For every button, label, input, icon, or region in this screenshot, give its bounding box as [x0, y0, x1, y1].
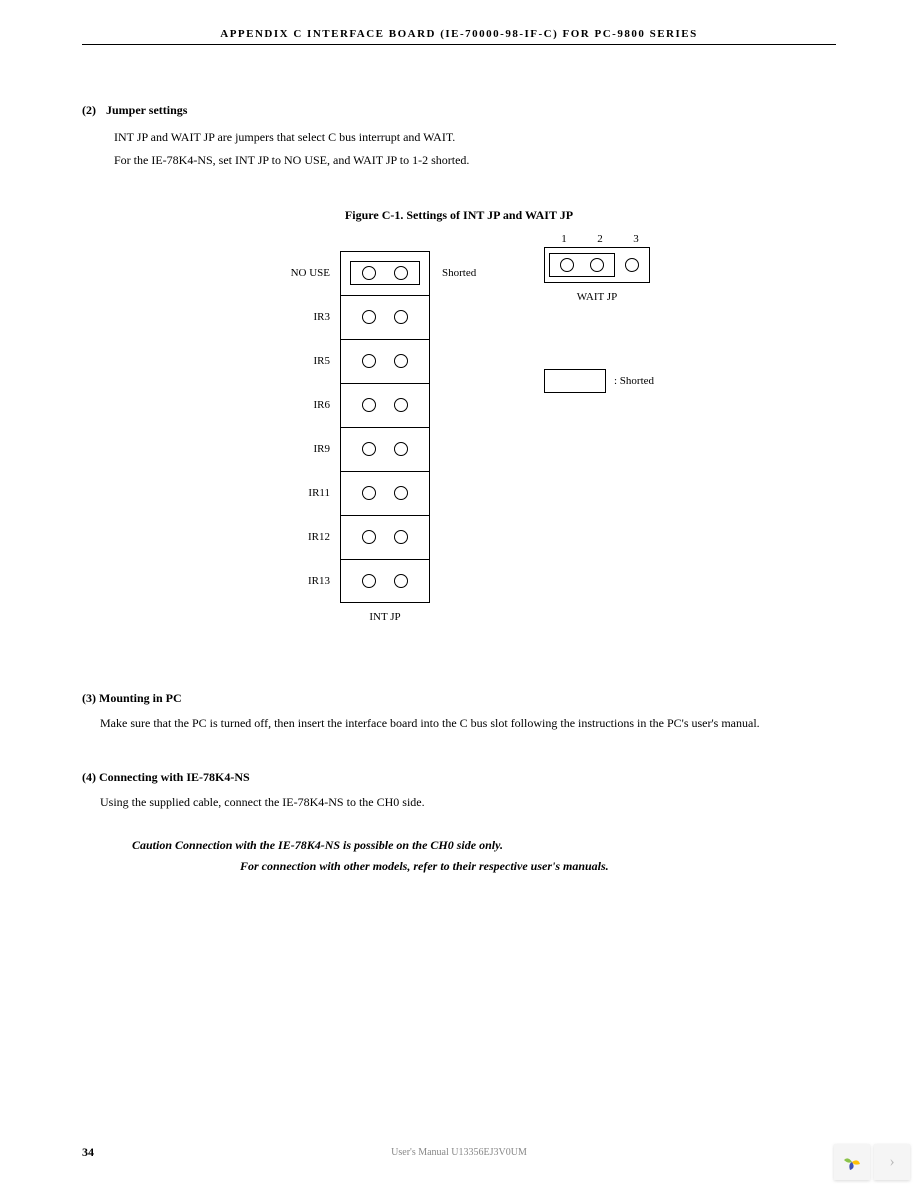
section-3: (3) Mounting in PC Make sure that the PC… [82, 691, 836, 735]
section-4-head: (4) Connecting with IE-78K4-NS [82, 770, 836, 785]
footer: 34 User's Manual U13356EJ3V0UM [82, 1145, 836, 1160]
waitjp-shorted [549, 253, 615, 277]
page-header: APPENDIX C INTERFACE BOARD (IE-70000-98-… [82, 28, 836, 45]
waitjp-box [544, 247, 650, 283]
figure-caption: Figure C-1. Settings of INT JP and WAIT … [82, 208, 836, 223]
intjp-row: IR3 [284, 295, 476, 339]
legend-block: : Shorted [544, 369, 654, 393]
waitjp-num-3: 3 [628, 233, 644, 245]
intjp-block: NO USE Shorted IR3 IR5 IR6 IR9 IR11 IR12 IR13 IN… [284, 251, 476, 623]
intjp-jumper-box [340, 427, 430, 471]
intjp-jumper-box [340, 471, 430, 515]
waitjp-pin-3 [625, 258, 639, 272]
intjp-row-label: IR12 [284, 531, 340, 543]
footer-center: User's Manual U13356EJ3V0UM [391, 1147, 527, 1158]
intjp-row-right: Shorted [430, 267, 476, 279]
intjp-row-label: IR9 [284, 443, 340, 455]
section-2-line1: INT JP and WAIT JP are jumpers that sele… [114, 126, 836, 149]
intjp-jumper-box [340, 515, 430, 559]
diagram-area: NO USE Shorted IR3 IR5 IR6 IR9 IR11 IR12 IR13 IN… [114, 251, 836, 671]
pin [362, 486, 376, 500]
pin [394, 354, 408, 368]
waitjp-num-1: 1 [556, 233, 572, 245]
intjp-jumper-box [340, 339, 430, 383]
intjp-caption: INT JP [340, 611, 430, 623]
intjp-row-label: IR3 [284, 311, 340, 323]
intjp-row: NO USE Shorted [284, 251, 476, 295]
intjp-row: IR6 [284, 383, 476, 427]
section-4: (4) Connecting with IE-78K4-NS Using the… [82, 770, 836, 874]
logo-icon[interactable] [834, 1144, 870, 1180]
intjp-row-label: IR13 [284, 575, 340, 587]
pin [394, 486, 408, 500]
intjp-row: IR5 [284, 339, 476, 383]
section-3-body: Make sure that the PC is turned off, the… [100, 712, 836, 735]
caution-line1: Caution Connection with the IE-78K4-NS i… [132, 838, 836, 853]
pin [394, 574, 408, 588]
pin [394, 530, 408, 544]
intjp-row-label: IR5 [284, 355, 340, 367]
waitjp-pin-2 [590, 258, 604, 272]
pin [362, 442, 376, 456]
section-2-title: Jumper settings [106, 103, 187, 118]
header-title: APPENDIX C INTERFACE BOARD (IE-70000-98-… [82, 28, 836, 40]
pin [362, 530, 376, 544]
caution-block: Caution Connection with the IE-78K4-NS i… [132, 838, 836, 874]
intjp-row-label: IR11 [284, 487, 340, 499]
pin [362, 398, 376, 412]
intjp-jumper-box [340, 559, 430, 603]
intjp-row: IR12 [284, 515, 476, 559]
pin [394, 266, 408, 280]
intjp-row-label: IR6 [284, 399, 340, 411]
section-4-body: Using the supplied cable, connect the IE… [100, 791, 836, 814]
page-number: 34 [82, 1145, 94, 1160]
section-2-head: (2) Jumper settings [82, 103, 836, 118]
pin [394, 310, 408, 324]
pin [362, 310, 376, 324]
corner-widget: › [834, 1144, 910, 1180]
waitjp-pin-1 [560, 258, 574, 272]
section-3-head: (3) Mounting in PC [82, 691, 836, 706]
intjp-row: IR11 [284, 471, 476, 515]
intjp-jumper-box [340, 295, 430, 339]
section-2-line2: For the IE-78K4-NS, set INT JP to NO USE… [114, 149, 836, 172]
intjp-row: IR13 [284, 559, 476, 603]
intjp-jumper-box [340, 251, 430, 295]
waitjp-caption: WAIT JP [544, 291, 650, 303]
waitjp-block: 1 2 3 WAIT JP [544, 233, 650, 303]
pin [362, 266, 376, 280]
intjp-row-label: NO USE [284, 267, 340, 279]
section-2-num: (2) [82, 103, 96, 118]
intjp-jumper-box [340, 383, 430, 427]
caution-line2: For connection with other models, refer … [240, 859, 836, 874]
pin [394, 398, 408, 412]
intjp-row: IR9 [284, 427, 476, 471]
intjp-shorted-inner [350, 261, 420, 285]
pin [362, 574, 376, 588]
pin [362, 354, 376, 368]
waitjp-num-2: 2 [592, 233, 608, 245]
waitjp-numbers: 1 2 3 [556, 233, 650, 245]
legend-box [544, 369, 606, 393]
legend-text: : Shorted [614, 375, 654, 387]
pin [394, 442, 408, 456]
next-arrow-icon[interactable]: › [874, 1144, 910, 1180]
